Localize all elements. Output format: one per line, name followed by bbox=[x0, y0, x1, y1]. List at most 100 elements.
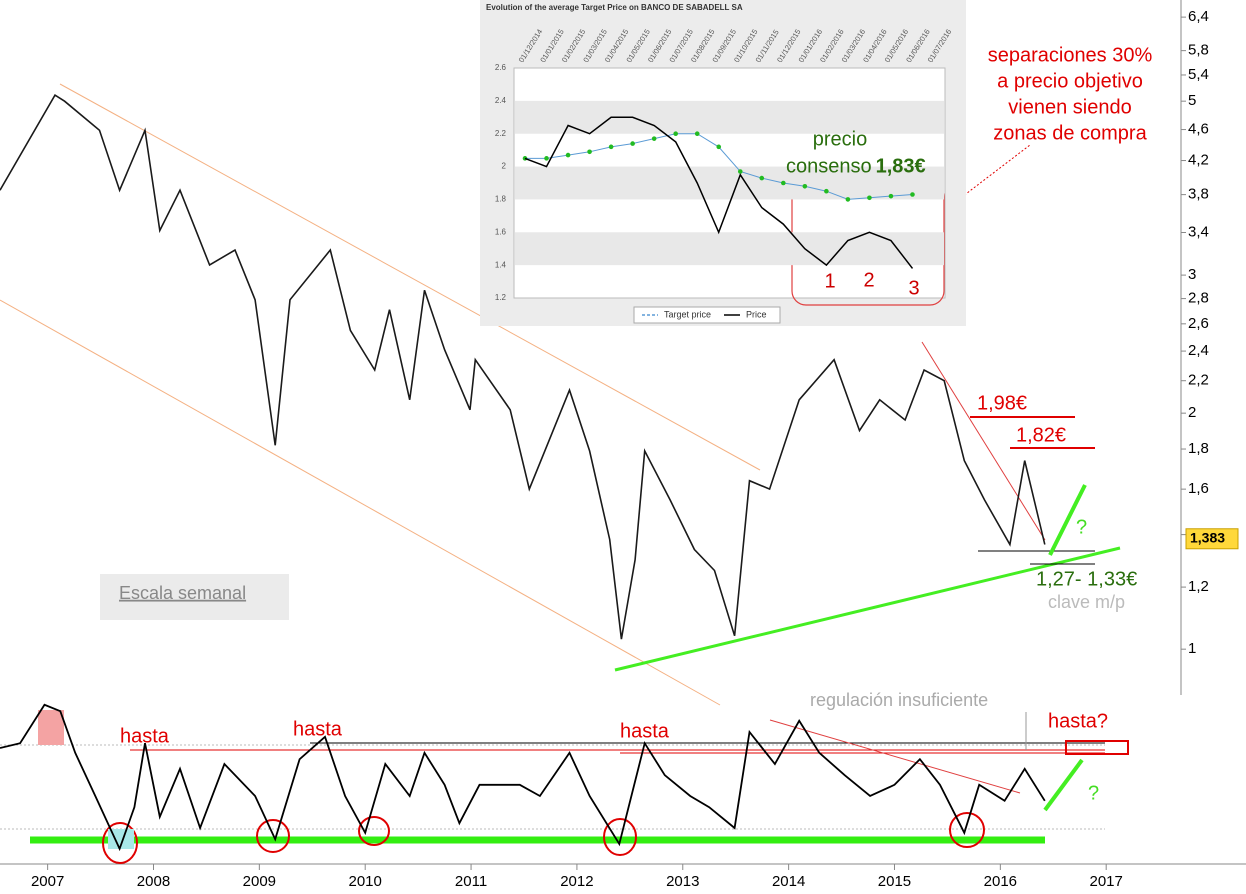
y-tick-label: 1.6 bbox=[495, 227, 507, 236]
arrow-line bbox=[1048, 484, 1087, 556]
marker bbox=[802, 183, 808, 189]
x-tick-label: 2016 bbox=[984, 873, 1017, 890]
y-tick-label: 1 bbox=[1188, 640, 1196, 657]
legend-label: Target price bbox=[664, 309, 711, 319]
annotation: hasta bbox=[293, 718, 343, 740]
annotation: hasta bbox=[620, 720, 670, 742]
y-tick-label: 1.8 bbox=[495, 195, 507, 204]
y-tick-label: 5 bbox=[1188, 92, 1196, 109]
annotation: separaciones 30% bbox=[988, 44, 1153, 66]
y-tick-label: 1.2 bbox=[495, 293, 507, 302]
x-tick-label: 2014 bbox=[772, 873, 805, 890]
circles bbox=[102, 812, 985, 864]
annotation: ? bbox=[1088, 782, 1099, 804]
marker bbox=[565, 152, 571, 158]
y-tick-label: 2,6 bbox=[1188, 315, 1209, 332]
marker bbox=[759, 175, 765, 181]
x-tick-label: 2013 bbox=[666, 873, 699, 890]
y-tick-label: 3,8 bbox=[1188, 186, 1209, 203]
marker bbox=[630, 141, 635, 146]
annotation: consenso bbox=[786, 155, 872, 177]
y-tick-label: 1,8 bbox=[1188, 440, 1209, 457]
marker bbox=[673, 131, 678, 137]
annotation: 1,82€ bbox=[1016, 424, 1066, 446]
marker bbox=[845, 197, 851, 202]
annotation: 1,27- 1,33€ bbox=[1036, 568, 1137, 590]
x-tick-label: 2015 bbox=[878, 873, 911, 890]
price-line bbox=[0, 93, 1046, 640]
marker bbox=[587, 149, 592, 155]
annotation: a precio objetivo bbox=[997, 70, 1143, 92]
marker bbox=[910, 192, 915, 197]
trend-line bbox=[614, 546, 1121, 672]
y-tick-label: 5,8 bbox=[1188, 42, 1209, 59]
y-tick-label: 2 bbox=[1188, 404, 1196, 421]
annotation: 1,83€ bbox=[876, 155, 926, 177]
annotation: ? bbox=[1076, 516, 1087, 538]
trend-line bbox=[921, 341, 1046, 541]
grid-band bbox=[515, 232, 944, 266]
annotation: clave m/p bbox=[1048, 592, 1125, 612]
legend-label: Price bbox=[746, 309, 767, 319]
y-tick-label: 4,6 bbox=[1188, 121, 1209, 138]
y-tick-label: 6,4 bbox=[1188, 8, 1209, 25]
marker bbox=[651, 136, 657, 141]
y-tick-label: 1,2 bbox=[1188, 578, 1209, 595]
annotation: regulación insuficiente bbox=[810, 690, 988, 710]
channel-line bbox=[0, 299, 721, 706]
y-tick-label: 2.4 bbox=[495, 96, 507, 105]
annotation: hasta bbox=[120, 725, 170, 747]
pointer-line bbox=[957, 144, 1031, 201]
annotation: vienen siendo bbox=[1008, 96, 1131, 118]
annotation: 3 bbox=[908, 277, 919, 299]
marker bbox=[737, 169, 743, 174]
annotation: precio bbox=[813, 128, 867, 150]
marker bbox=[544, 156, 549, 161]
annotation: 1,98€ bbox=[977, 392, 1027, 414]
annotation: 2 bbox=[863, 269, 874, 291]
annotation: 1 bbox=[824, 270, 835, 292]
marker bbox=[716, 144, 722, 150]
annotation: hasta? bbox=[1048, 710, 1108, 732]
label-box bbox=[100, 574, 289, 620]
marker bbox=[888, 193, 894, 199]
marker bbox=[867, 195, 872, 201]
y-tick-label: 2.2 bbox=[495, 129, 507, 138]
y-tick-label: 2 bbox=[502, 162, 507, 171]
x-tick-label: 2017 bbox=[1090, 873, 1123, 890]
annotation: zonas de compra bbox=[993, 122, 1147, 144]
y-tick-label: 2.6 bbox=[495, 63, 507, 72]
y-tick-label: 2,8 bbox=[1188, 290, 1209, 307]
channel-line bbox=[59, 83, 761, 471]
marker bbox=[694, 131, 700, 137]
y-tick-label: 4,2 bbox=[1188, 152, 1209, 169]
last-value-label: 1,383 bbox=[1190, 529, 1225, 545]
x-tick-label: 2010 bbox=[349, 873, 382, 890]
x-tick-label: 2011 bbox=[455, 873, 487, 890]
x-tick-label: 2008 bbox=[137, 873, 170, 890]
y-tick-label: 2,2 bbox=[1188, 372, 1209, 389]
y-tick-label: 1,6 bbox=[1188, 480, 1209, 497]
y-tick-label: 2,4 bbox=[1188, 342, 1209, 359]
inset-title: Evolution of the average Target Price on… bbox=[486, 3, 743, 12]
x-tick-label: 2009 bbox=[243, 873, 276, 890]
y-tick-label: 5,4 bbox=[1188, 66, 1209, 83]
price-line bbox=[0, 703, 1046, 852]
x-tick-label: 2007 bbox=[31, 873, 64, 890]
overbought-zone bbox=[38, 710, 64, 745]
arrow-line bbox=[1043, 758, 1084, 812]
y-tick-label: 3 bbox=[1188, 266, 1196, 283]
inset-legend bbox=[633, 306, 781, 324]
x-tick-label: 2012 bbox=[560, 873, 593, 890]
trend-line bbox=[769, 719, 1021, 794]
target-box bbox=[1065, 740, 1129, 755]
series-line bbox=[524, 116, 914, 269]
annotation: Escala semanal bbox=[119, 583, 246, 603]
last-value-box bbox=[1185, 528, 1239, 550]
marker bbox=[824, 188, 829, 194]
grid-band bbox=[515, 100, 944, 134]
oversold-zone bbox=[108, 829, 134, 849]
marker bbox=[781, 180, 786, 186]
y-tick-label: 3,4 bbox=[1188, 223, 1209, 240]
